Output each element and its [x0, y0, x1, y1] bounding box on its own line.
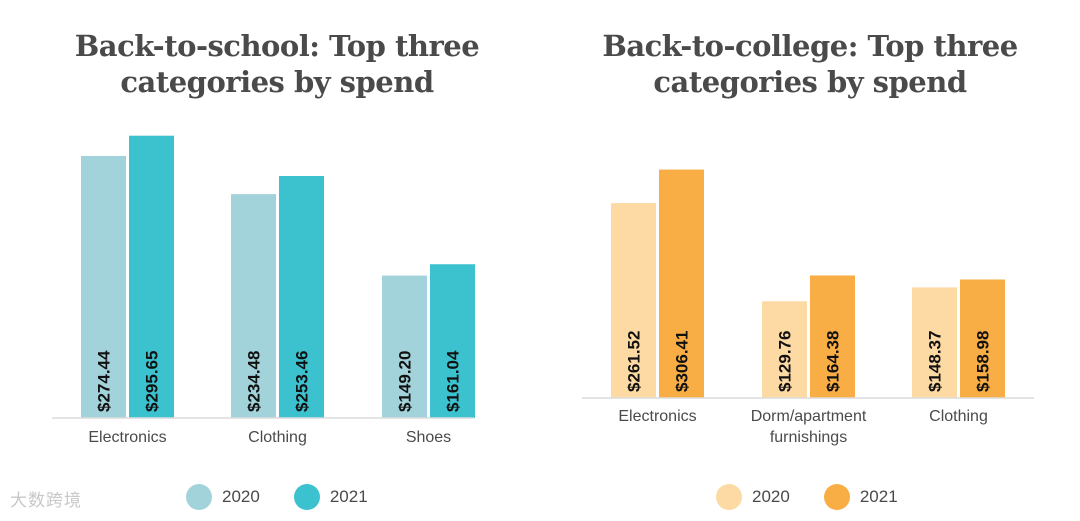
- data-label-dorm-apartment-furnishings-2020: $129.76: [776, 331, 795, 392]
- chart-back-to-college: $261.52 $306.41 Electronics $129.76 $164.38 D…: [582, 169, 1034, 446]
- data-label-electronics-2021: $306.41: [673, 331, 692, 392]
- category-label-clothing: Clothing: [248, 429, 307, 446]
- category-label-electronics: Electronics: [88, 429, 166, 446]
- category-label-dorm-apartment-furnishings: Dorm/apartment furnishings: [751, 408, 867, 446]
- bar-electronics-2021: [129, 135, 174, 418]
- data-label-electronics-2021: $295.65: [143, 351, 162, 412]
- bar-clothing-2021: [279, 175, 324, 418]
- data-label-shoes-2021: $161.04: [444, 350, 463, 412]
- bar-clothing-2020: [912, 287, 957, 398]
- category-label-clothing: Clothing: [929, 408, 988, 425]
- bar-electronics-2020: [611, 203, 656, 398]
- legend-back-to-school: 2020 2021: [186, 484, 392, 510]
- bar-electronics-2021: [659, 169, 704, 398]
- legend-swatch-2020: [186, 484, 212, 510]
- data-label-clothing-2020: $234.48: [245, 351, 264, 412]
- legend-swatch-2021: [823, 484, 850, 510]
- category-label-shoes: Shoes: [406, 429, 451, 446]
- bar-dorm-apartment-furnishings-2021: [810, 275, 855, 398]
- chart-back-to-school: $274.44 $295.65 Electronics $234.48 $253.46 C…: [52, 135, 475, 446]
- bar-shoes-2021: [430, 264, 475, 418]
- legend-back-to-college: 2020 2021: [716, 484, 922, 510]
- legend-label-2021: 2021: [859, 487, 898, 506]
- legend-item-2020: 2020: [186, 484, 260, 510]
- bar-dorm-apartment-furnishings-2020: [762, 301, 807, 398]
- legend-item-2021: 2021: [823, 484, 898, 510]
- legend-swatch-2021: [293, 484, 320, 510]
- data-label-clothing-2021: $158.98: [974, 331, 993, 392]
- chart-title-back-to-college: Back-to-college: Top three categories by…: [602, 29, 1018, 99]
- data-label-clothing-2020: $148.37: [926, 331, 945, 392]
- data-label-dorm-apartment-furnishings-2021: $164.38: [824, 331, 843, 392]
- legend-label-2021: 2021: [329, 487, 368, 506]
- legend-item-2021: 2021: [293, 484, 368, 510]
- chart-title-back-to-school: Back-to-school: Top three categories by …: [74, 29, 480, 99]
- category-label-electronics: Electronics: [618, 408, 696, 425]
- bar-clothing-2021: [960, 279, 1005, 398]
- bar-shoes-2020: [382, 275, 427, 418]
- data-label-clothing-2021: $253.46: [293, 351, 312, 412]
- bar-electronics-2020: [81, 155, 126, 418]
- legend-item-2020: 2020: [716, 484, 790, 510]
- watermark-logo: 大数跨境: [10, 491, 82, 510]
- legend-label-2020: 2020: [752, 487, 790, 506]
- data-label-electronics-2020: $261.52: [625, 331, 644, 392]
- legend-swatch-2020: [716, 484, 742, 510]
- data-label-shoes-2020: $149.20: [396, 351, 415, 412]
- data-label-electronics-2020: $274.44: [95, 350, 114, 412]
- legend-label-2020: 2020: [222, 487, 260, 506]
- bar-clothing-2020: [231, 194, 276, 418]
